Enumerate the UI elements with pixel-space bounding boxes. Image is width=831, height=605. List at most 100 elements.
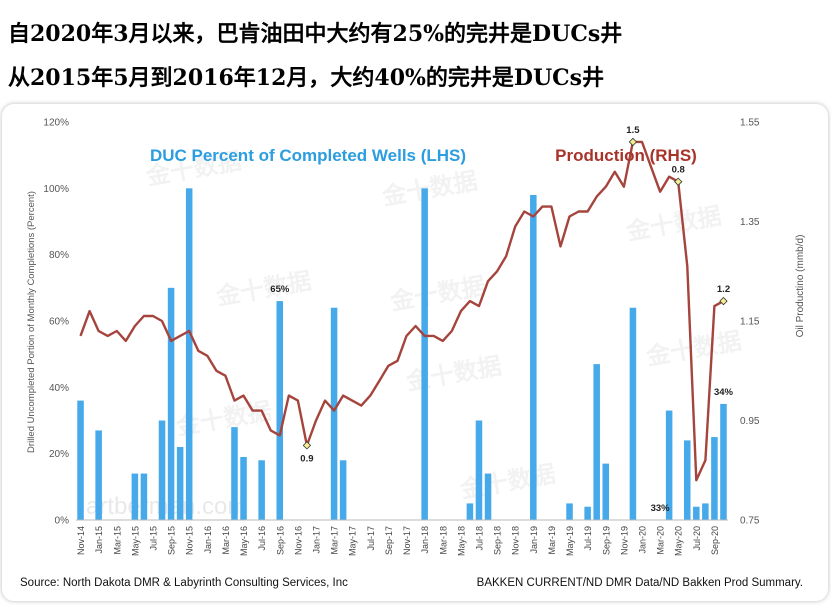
duc-bar-jul-16 xyxy=(258,460,265,520)
x-tick-label: Nov-19 xyxy=(619,526,629,555)
data-summary-note: BAKKEN CURRENT/ND DMR Data/ND Bakken Pro… xyxy=(476,577,803,589)
duc-bar-sep-15 xyxy=(167,287,175,520)
duc-label: 33% xyxy=(651,503,671,514)
left-axis-label: Drilled Uncompleted Portion of Monthly C… xyxy=(26,191,37,453)
x-tick-label: Jan-16 xyxy=(203,526,213,554)
chart-panel: 金十数据 金十数据 金十数据 金十数据 金十数据 金十数据 金十数据 金十数据 金十数据 artb… xyxy=(2,104,828,601)
duc-bar-sep-19 xyxy=(602,463,610,520)
headline-line-1: 自2020年3月以来，巴肯油田中大约有25%的完井是DUCs井 xyxy=(8,21,623,47)
watermark-text: 金十数据 xyxy=(387,272,487,316)
duc-bar-dec-19 xyxy=(629,307,637,520)
duc-bar-jan-19 xyxy=(530,194,537,520)
duc-bars xyxy=(77,188,727,520)
right-axis-ticks: 0.75 0.95 1.15 1.35 1.55 xyxy=(740,118,760,527)
x-tick-label: Mar-19 xyxy=(547,526,557,555)
x-tick-label: Mar-16 xyxy=(221,526,231,555)
x-tick-label: Jan-17 xyxy=(312,526,322,554)
x-tick-label: Sep-18 xyxy=(493,526,503,555)
x-tick-label: Nov-15 xyxy=(185,526,195,555)
duc-bar-sep-16 xyxy=(276,301,284,520)
production-label: 0.8 xyxy=(672,165,685,176)
x-tick-label: May-17 xyxy=(348,526,358,556)
right-axis-label: Oil Productino (mmb/d) xyxy=(795,235,806,338)
duc-bar-jun-18 xyxy=(466,503,474,520)
watermark-text: 金十数据 xyxy=(457,460,557,504)
x-tick-label: Jan-20 xyxy=(638,526,648,554)
duc-bar-may-15 xyxy=(131,473,139,520)
duc-bar-aug-18 xyxy=(484,473,492,520)
x-tick-label: Sep-20 xyxy=(710,526,720,555)
left-tick-label: 120% xyxy=(43,118,69,129)
left-tick-label: 100% xyxy=(43,184,69,195)
x-tick-label: Jul-20 xyxy=(692,526,702,551)
production-marker xyxy=(628,137,638,147)
duc-label: 34% xyxy=(714,387,734,398)
left-tick-label: 20% xyxy=(49,449,69,460)
duc-bar-apr-16 xyxy=(231,427,238,520)
left-tick-label: 80% xyxy=(49,250,69,261)
duc-bar-aug-20 xyxy=(702,503,709,520)
x-tick-label: Sep-15 xyxy=(167,526,177,555)
left-tick-label: 60% xyxy=(49,317,69,328)
left-tick-label: 0% xyxy=(55,516,70,527)
duc-bar-jul-20 xyxy=(693,506,700,520)
annotation-layer: 65% 33% 34% 0.9 1.5 0.8 1.2 xyxy=(270,125,733,514)
x-tick-label: Sep-16 xyxy=(275,526,285,555)
duc-bar-jan-15 xyxy=(95,430,102,520)
x-tick-label: Nov-17 xyxy=(402,526,412,555)
production-label: 1.5 xyxy=(626,125,640,136)
x-tick-label: Mar-18 xyxy=(438,526,448,555)
duc-bar-may-16 xyxy=(240,456,247,520)
right-tick-label: 0.75 xyxy=(740,516,760,527)
x-tick-label: Nov-18 xyxy=(511,526,521,555)
watermark-text: 金十数据 xyxy=(213,267,313,311)
x-tick-label: Jul-19 xyxy=(583,526,593,551)
production-marker xyxy=(302,441,312,450)
x-tick-label: Jan-18 xyxy=(420,526,430,554)
legend-duc-percent: DUC Percent of Completed Wells (LHS) xyxy=(150,146,466,165)
watermark-text: 金十数据 xyxy=(643,327,743,371)
duc-bar-jun-15 xyxy=(140,473,148,520)
duc-bar-nov-14 xyxy=(77,400,84,520)
left-axis-ticks: 0% 20% 40% 60% 80% 100% 120% xyxy=(43,118,69,527)
x-tick-label: May-16 xyxy=(239,526,249,556)
duc-bar-aug-19 xyxy=(593,364,600,520)
x-tick-label: Jul-17 xyxy=(366,526,376,551)
source-note: Source: North Dakota DMR & Labyrinth Con… xyxy=(20,577,348,589)
production-label: 1.2 xyxy=(717,284,730,295)
x-tick-label: Jul-16 xyxy=(257,526,267,551)
right-tick-label: 1.15 xyxy=(740,317,760,328)
watermark-text: 金十数据 xyxy=(379,167,479,211)
watermark-site: artberman.com xyxy=(86,493,247,520)
x-tick-label: Jan-19 xyxy=(529,526,539,554)
duc-bar-jan-18 xyxy=(421,188,428,520)
production-line xyxy=(79,140,725,482)
x-tick-label: May-15 xyxy=(130,526,140,556)
right-tick-label: 1.55 xyxy=(740,118,760,129)
duc-bar-jul-18 xyxy=(475,420,483,520)
watermark-text: 金十数据 xyxy=(623,202,723,246)
x-tick-label: Jul-15 xyxy=(149,526,159,551)
x-tick-label: Jan-15 xyxy=(94,526,104,554)
duc-bar-mar-17 xyxy=(330,307,338,520)
x-tick-label: May-20 xyxy=(674,526,684,556)
x-tick-label: Nov-16 xyxy=(293,526,303,555)
duc-bar-sep-20 xyxy=(711,437,718,520)
duc-bar-apr-17 xyxy=(339,460,347,520)
x-tick-label: Mar-15 xyxy=(112,526,122,555)
x-axis-ticks: Nov-14 Jan-15 Mar-15 May-15 Jul-15 Sep-15 Nov-… xyxy=(76,526,720,556)
duc-bar-jul-19 xyxy=(584,506,591,520)
duc-label: 65% xyxy=(270,284,290,295)
production-marker xyxy=(719,296,728,306)
x-tick-label: Jul-18 xyxy=(475,526,485,551)
duc-bar-may-19 xyxy=(566,503,573,520)
right-tick-label: 0.95 xyxy=(740,416,760,427)
x-tick-label: May-19 xyxy=(565,526,575,556)
x-tick-label: Mar-17 xyxy=(330,526,340,555)
x-tick-label: Sep-19 xyxy=(601,526,611,555)
x-tick-label: Mar-20 xyxy=(656,526,666,555)
duc-bar-nov-15 xyxy=(185,188,193,520)
headline-line-2: 从2015年5月到2016年12月，大约40%的完井是DUCs井 xyxy=(8,65,605,91)
duc-bar-jun-20 xyxy=(683,440,691,520)
